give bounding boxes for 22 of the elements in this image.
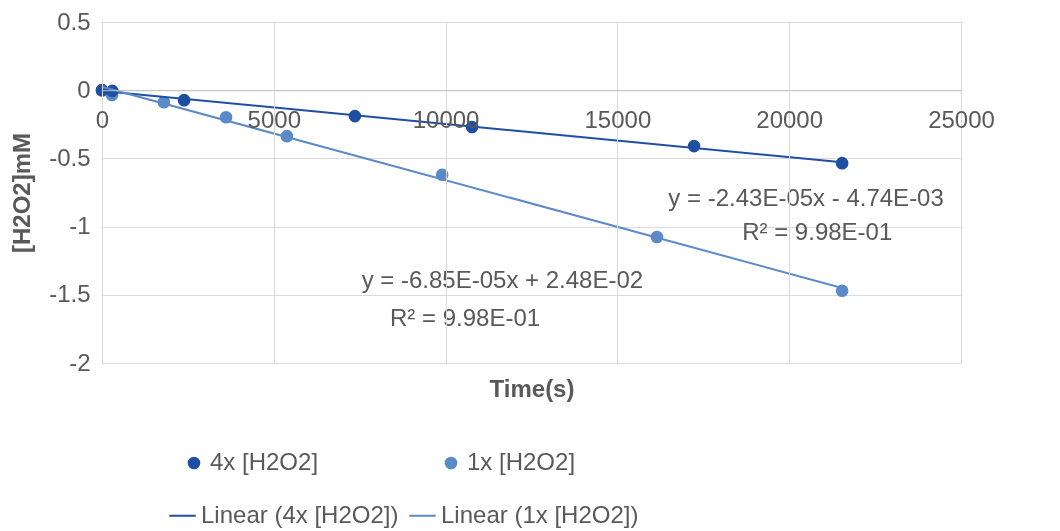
- annotation: R² = 9.98E-01: [742, 218, 893, 246]
- annotation: y = -6.85E-05x + 2.48E-02: [361, 266, 644, 294]
- x-axis-title: Time(s): [489, 374, 575, 402]
- legend-label: Linear (4x [H2O2]): [201, 500, 399, 528]
- y-axis-title: [H2O2]mM: [8, 132, 36, 254]
- x-tick-label: 25000: [928, 105, 995, 133]
- legend-label: 4x [H2O2]: [210, 448, 319, 475]
- x-tick-label: 5000: [247, 105, 301, 133]
- y-tick-label: 0.5: [57, 7, 91, 35]
- point: [835, 284, 849, 298]
- x-tick-label: 0: [95, 105, 110, 133]
- y-tick-label: -0.5: [49, 143, 91, 171]
- y-tick-label: -1: [69, 212, 91, 240]
- y-tick-label: -1.5: [49, 280, 91, 308]
- y-tick-label: -2: [69, 348, 91, 376]
- x-tick-label: 15000: [584, 105, 652, 133]
- x-tick-label: 20000: [756, 105, 824, 133]
- legend-label: Linear (1x [H2O2]): [441, 500, 639, 528]
- annotation: R² = 9.98E-01: [390, 303, 541, 331]
- y-tick-label: 0: [77, 75, 91, 103]
- legend-label: 1x [H2O2]: [467, 448, 576, 475]
- annotation: y = -2.43E-05x - 4.74E-03: [668, 184, 944, 212]
